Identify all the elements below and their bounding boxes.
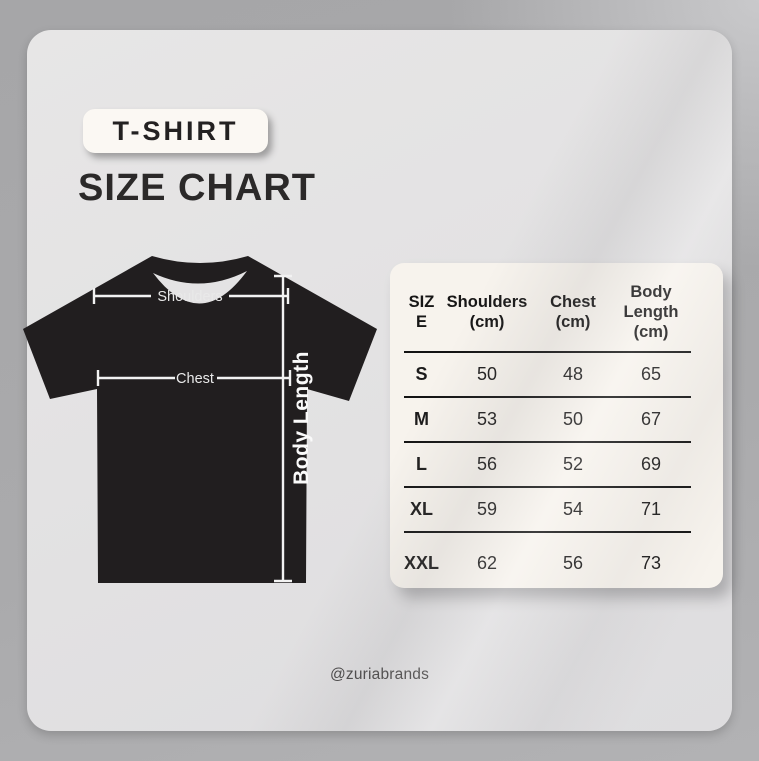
body-length-cell: 73 — [640, 552, 662, 573]
table-row: L 56 52 69 — [404, 443, 691, 488]
page-title: SIZE CHART — [78, 167, 316, 209]
table-row: M 53 50 67 — [404, 398, 691, 443]
table-row: S 50 48 65 — [404, 353, 691, 398]
chest-measure-line — [96, 370, 292, 386]
body-length-cell: 71 — [640, 499, 662, 519]
table-row: XXL 62 56 73 — [404, 533, 691, 593]
column-header-size: SIZE — [408, 292, 435, 331]
size-cell: XXL — [404, 552, 440, 573]
size-cell: XL — [409, 499, 433, 520]
product-badge-label: T-SHIRT — [112, 115, 239, 146]
tshirt-collar — [153, 271, 247, 304]
column-header-shoulders: Shoulders (cm) — [446, 292, 528, 331]
shoulders-cell: 62 — [476, 552, 498, 573]
chest-cell: 48 — [562, 364, 584, 384]
content-panel: T-SHIRT SIZE CHART Shoulders Chest — [23, 30, 732, 731]
shoulders-cell: 59 — [476, 499, 498, 519]
size-cell: S — [415, 364, 428, 385]
shoulders-cell: 50 — [476, 364, 498, 384]
shoulders-cell: 53 — [476, 409, 498, 429]
tshirt-diagram: Shoulders Chest Body Length — [23, 256, 377, 583]
body-length-cell: 65 — [640, 364, 662, 384]
shoulders-cell: 56 — [476, 454, 498, 474]
body-length-cell: 69 — [640, 454, 662, 474]
tshirt-silhouette — [23, 256, 377, 583]
brand-handle: @zuriabrands — [329, 666, 430, 683]
body-length-label: Body Length — [290, 351, 313, 485]
product-badge: T-SHIRT — [83, 109, 268, 153]
body-length-cell: 67 — [640, 409, 662, 429]
chest-cell: 50 — [562, 409, 584, 429]
size-cell: M — [414, 409, 429, 430]
size-table: SIZE Shoulders (cm) Chest (cm) Body Leng… — [390, 263, 723, 588]
chest-cell: 52 — [562, 454, 584, 474]
size-table-card: SIZE Shoulders (cm) Chest (cm) Body Leng… — [390, 256, 723, 599]
table-header-row: SIZE Shoulders (cm) Chest (cm) Body Leng… — [404, 273, 691, 353]
chest-cell: 56 — [562, 552, 584, 573]
body-length-measure-line — [274, 274, 292, 583]
shoulders-measure-line — [92, 288, 290, 304]
column-header-chest: Chest (cm) — [550, 292, 596, 331]
column-header-body-length: Body Length (cm) — [623, 282, 679, 342]
chest-cell: 54 — [562, 499, 584, 519]
table-row: XL 59 54 71 — [404, 488, 691, 533]
shoulders-label: Shoulders — [157, 289, 222, 305]
chest-label: Chest — [176, 371, 214, 387]
size-cell: L — [416, 454, 427, 475]
